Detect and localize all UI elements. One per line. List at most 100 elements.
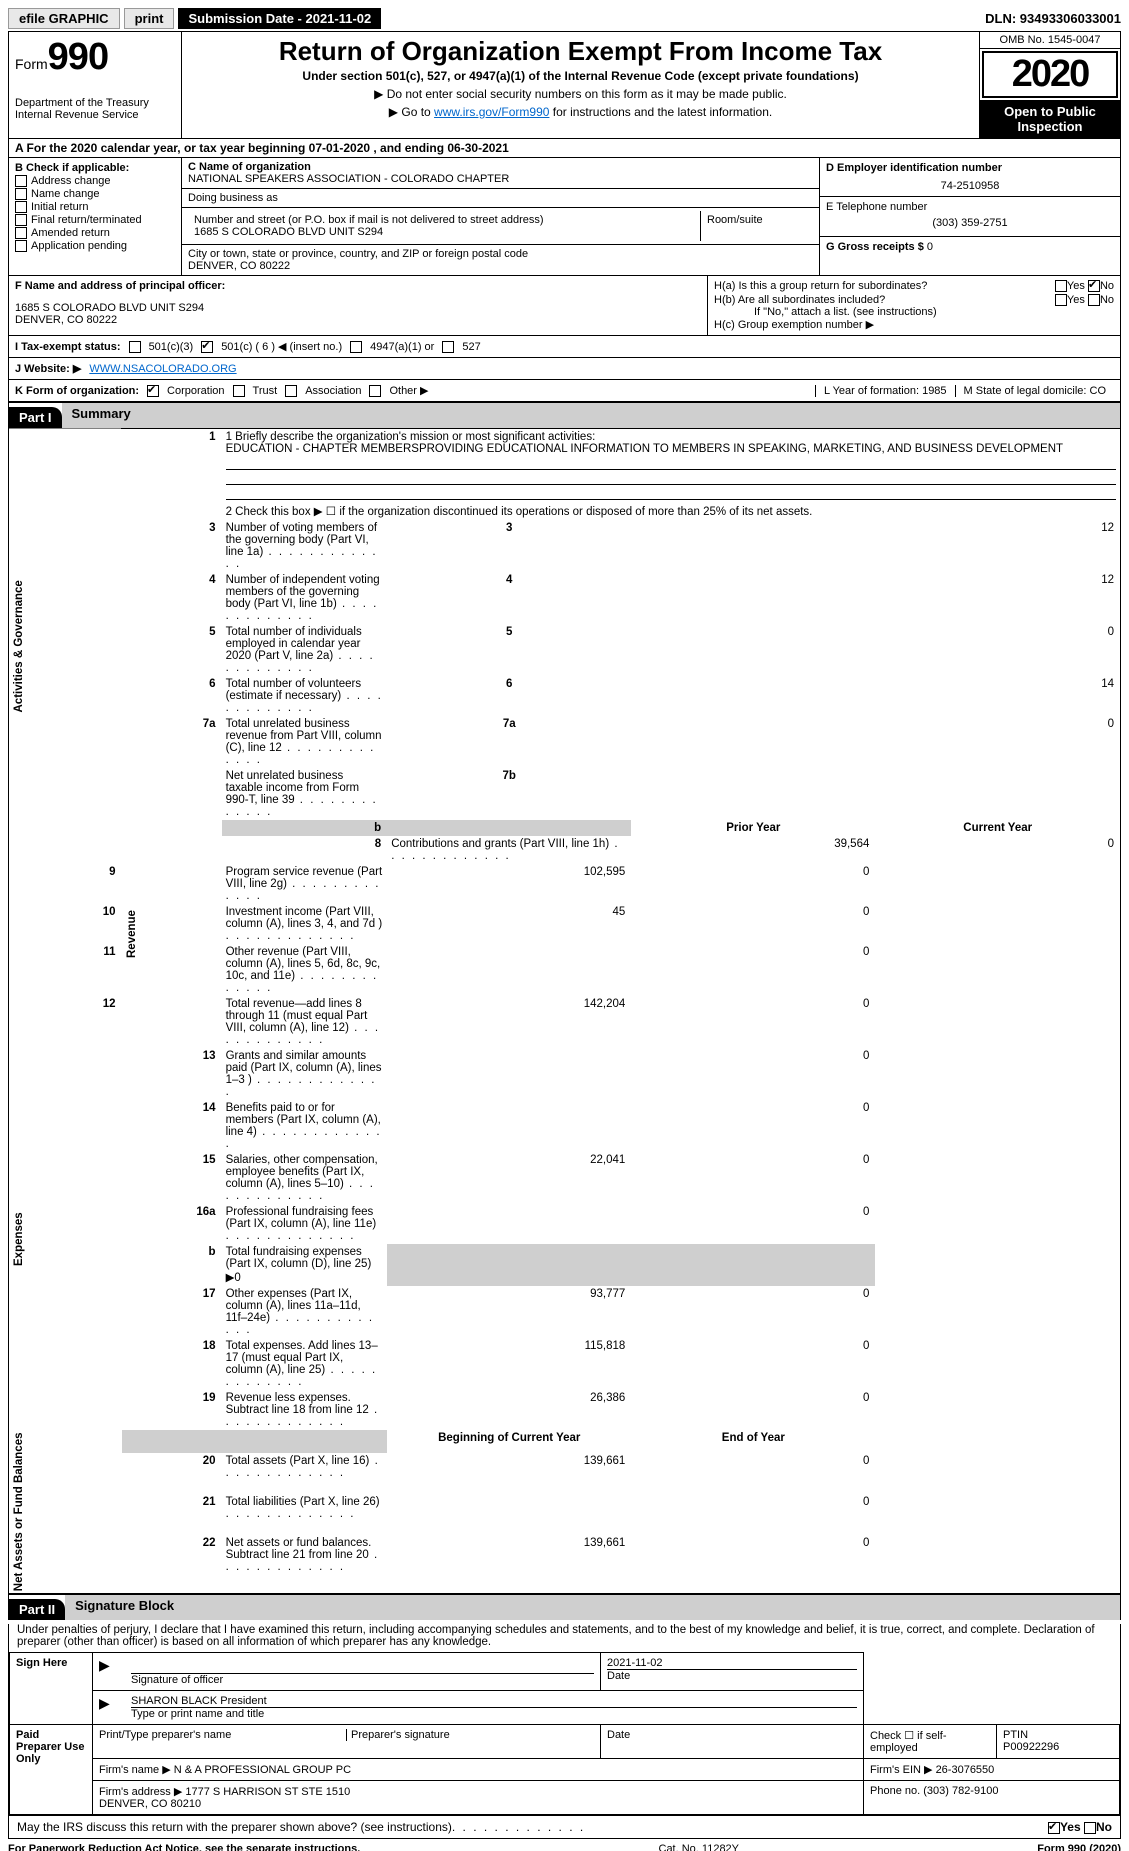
- firm-ein-label: Firm's EIN ▶: [870, 1764, 933, 1776]
- room-label: Room/suite: [701, 211, 813, 241]
- state-domicile: M State of legal domicile: CO: [955, 385, 1114, 397]
- website-link[interactable]: WWW.NSACOLORADO.ORG: [89, 363, 236, 375]
- city-state-zip: DENVER, CO 80222: [188, 260, 813, 272]
- k-label: K Form of organization:: [15, 385, 139, 397]
- ha-yes[interactable]: [1055, 280, 1067, 292]
- dept-label: Department of the Treasury Internal Reve…: [15, 97, 175, 121]
- open-inspection: Open to Public Inspection: [980, 100, 1120, 138]
- self-employed-check[interactable]: Check ☐ if self-employed: [864, 1724, 997, 1758]
- name-label: C Name of organization: [188, 161, 813, 173]
- firm-name: N & A PROFESSIONAL GROUP PC: [174, 1764, 351, 1776]
- irs-link[interactable]: www.irs.gov/Form990: [434, 105, 549, 119]
- arrow-icon: ▶: [99, 1657, 110, 1673]
- preparer-sig-label: Preparer's signature: [347, 1729, 594, 1741]
- submission-date: Submission Date - 2021-11-02: [178, 8, 381, 29]
- discuss-yes[interactable]: [1048, 1822, 1060, 1834]
- hb-yes[interactable]: [1055, 294, 1067, 306]
- part2-bar: Part II Signature Block: [8, 1594, 1121, 1620]
- year-formation: L Year of formation: 1985: [815, 385, 955, 397]
- omb-number: OMB No. 1545-0047: [980, 32, 1120, 49]
- officer-addr2: DENVER, CO 80222: [15, 314, 701, 326]
- chk-application-pending[interactable]: Application pending: [15, 240, 175, 252]
- footer-left: For Paperwork Reduction Act Notice, see …: [8, 1843, 360, 1851]
- discuss-row: May the IRS discuss this return with the…: [9, 1815, 1120, 1838]
- chk-final-return[interactable]: Final return/terminated: [15, 214, 175, 226]
- chk-527[interactable]: [442, 341, 454, 353]
- website-label: J Website: ▶: [15, 362, 81, 375]
- chk-address-change[interactable]: Address change: [15, 175, 175, 187]
- addr-label: Number and street (or P.O. box if mail i…: [194, 214, 694, 226]
- footer-mid: Cat. No. 11282Y: [659, 1843, 740, 1851]
- chk-name-change[interactable]: Name change: [15, 188, 175, 200]
- sign-here-label: Sign Here: [10, 1652, 93, 1724]
- hc-label: H(c) Group exemption number ▶: [714, 318, 1114, 331]
- street-address: 1685 S COLORADO BLVD UNIT S294: [194, 226, 694, 238]
- row-a-period: A For the 2020 calendar year, or tax yea…: [8, 139, 1121, 158]
- officer-addr1: 1685 S COLORADO BLVD UNIT S294: [15, 302, 701, 314]
- chk-501c3[interactable]: [129, 341, 141, 353]
- line1-text: EDUCATION - CHAPTER MEMBERSPROVIDING EDU…: [226, 443, 1063, 455]
- gross-receipts-label: G Gross receipts $: [826, 241, 924, 253]
- tax-year: 2020: [982, 51, 1118, 98]
- hb-note: If "No," attach a list. (see instruction…: [754, 306, 1114, 318]
- paid-preparer-label: Paid Preparer Use Only: [10, 1724, 93, 1814]
- side-governance: Activities & Governance: [9, 429, 122, 865]
- chk-other[interactable]: [369, 385, 381, 397]
- efile-badge: efile GRAPHIC: [8, 8, 120, 29]
- signature-block: Under penalties of perjury, I declare th…: [8, 1624, 1121, 1839]
- officer-group-block: F Name and address of principal officer:…: [8, 276, 1121, 336]
- firm-phone-label: Phone no.: [870, 1785, 920, 1797]
- chk-amended-return[interactable]: Amended return: [15, 227, 175, 239]
- print-button[interactable]: print: [124, 8, 175, 29]
- city-label: City or town, state or province, country…: [188, 248, 813, 260]
- phone-value: (303) 359-2751: [826, 217, 1114, 229]
- part1-title: Summary: [62, 403, 1120, 428]
- chk-trust[interactable]: [233, 385, 245, 397]
- sig-date: 2021-11-02: [607, 1657, 857, 1670]
- chk-initial-return[interactable]: Initial return: [15, 201, 175, 213]
- chk-501c[interactable]: [201, 341, 213, 353]
- part2-header: Part II: [9, 1599, 65, 1620]
- ein-value: 74-2510958: [826, 180, 1114, 192]
- chk-corporation[interactable]: [147, 385, 159, 397]
- chk-4947[interactable]: [350, 341, 362, 353]
- form-title: Return of Organization Exempt From Incom…: [192, 36, 969, 67]
- status-label: I Tax-exempt status:: [15, 341, 121, 353]
- summary-table: Activities & Governance 1 1 Briefly desc…: [8, 428, 1121, 1594]
- ptin-value: P00922296: [1003, 1741, 1113, 1753]
- part2-title: Signature Block: [65, 1595, 1120, 1620]
- firm-addr-label: Firm's address ▶: [99, 1786, 182, 1798]
- form-header: Form990 Department of the Treasury Inter…: [8, 31, 1121, 139]
- firm-phone: (303) 782-9100: [923, 1785, 998, 1797]
- dba-label: Doing business as: [182, 189, 819, 208]
- form-subtitle: Under section 501(c), 527, or 4947(a)(1)…: [192, 69, 969, 83]
- section-b-label: B Check if applicable:: [15, 162, 175, 174]
- ein-label: D Employer identification number: [826, 162, 1114, 174]
- discuss-no[interactable]: [1084, 1822, 1096, 1834]
- firm-name-label: Firm's name ▶: [99, 1764, 171, 1776]
- form-note-1: ▶ Do not enter social security numbers o…: [192, 87, 969, 101]
- officer-label: F Name and address of principal officer:: [15, 280, 701, 292]
- hb-no[interactable]: [1088, 294, 1100, 306]
- form-note-2: ▶ Go to www.irs.gov/Form990 for instruct…: [192, 105, 969, 119]
- entity-block: B Check if applicable: Address change Na…: [8, 158, 1121, 276]
- part1-header: Part I: [9, 407, 62, 428]
- dln-label: DLN: 93493306033001: [985, 11, 1121, 26]
- firm-ein: 26-3076550: [936, 1764, 995, 1776]
- hb-label: H(b) Are all subordinates included?: [714, 294, 885, 306]
- phone-label: E Telephone number: [826, 201, 1114, 213]
- arrow-icon: ▶: [99, 1695, 110, 1711]
- org-name: NATIONAL SPEAKERS ASSOCIATION - COLORADO…: [188, 173, 813, 185]
- perjury-declaration: Under penalties of perjury, I declare th…: [17, 1624, 1112, 1648]
- form-org-row: K Form of organization: Corporation Trus…: [8, 380, 1121, 402]
- gross-receipts-value: 0: [927, 241, 933, 253]
- form-number: Form990: [15, 36, 175, 79]
- ha-label: H(a) Is this a group return for subordin…: [714, 280, 927, 292]
- website-row: J Website: ▶ WWW.NSACOLORADO.ORG: [8, 358, 1121, 380]
- tax-status-row: I Tax-exempt status: 501(c)(3) 501(c) ( …: [8, 336, 1121, 358]
- chk-association[interactable]: [285, 385, 297, 397]
- officer-name-label: Type or print name and title: [131, 1708, 857, 1720]
- preparer-date-label: Date: [601, 1724, 864, 1758]
- page-footer: For Paperwork Reduction Act Notice, see …: [8, 1843, 1121, 1851]
- ha-no[interactable]: [1088, 280, 1100, 292]
